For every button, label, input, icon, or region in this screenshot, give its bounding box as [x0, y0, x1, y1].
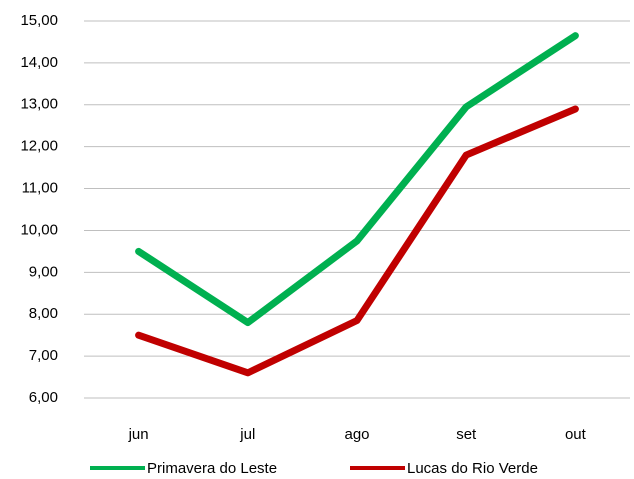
y-tick-label: 8,00	[29, 305, 58, 322]
y-tick-label: 13,00	[20, 96, 58, 113]
x-tick-label: jun	[128, 426, 149, 443]
y-tick-label: 14,00	[20, 54, 58, 71]
x-tick-label: set	[456, 426, 477, 443]
y-tick-label: 10,00	[20, 221, 58, 238]
x-tick-label: jul	[239, 426, 255, 443]
y-tick-label: 12,00	[20, 138, 58, 155]
series-line	[135, 105, 579, 377]
legend-label: Lucas do Rio Verde	[407, 460, 538, 477]
x-tick-label: out	[565, 426, 587, 443]
y-tick-label: 9,00	[29, 263, 58, 280]
x-tick-label: ago	[344, 426, 369, 443]
y-tick-label: 6,00	[29, 389, 58, 406]
y-tick-label: 7,00	[29, 347, 58, 364]
y-tick-label: 11,00	[22, 180, 58, 197]
y-tick-label: 15,00	[20, 12, 58, 29]
legend-label: Primavera do Leste	[147, 460, 277, 477]
series-line	[135, 32, 579, 327]
